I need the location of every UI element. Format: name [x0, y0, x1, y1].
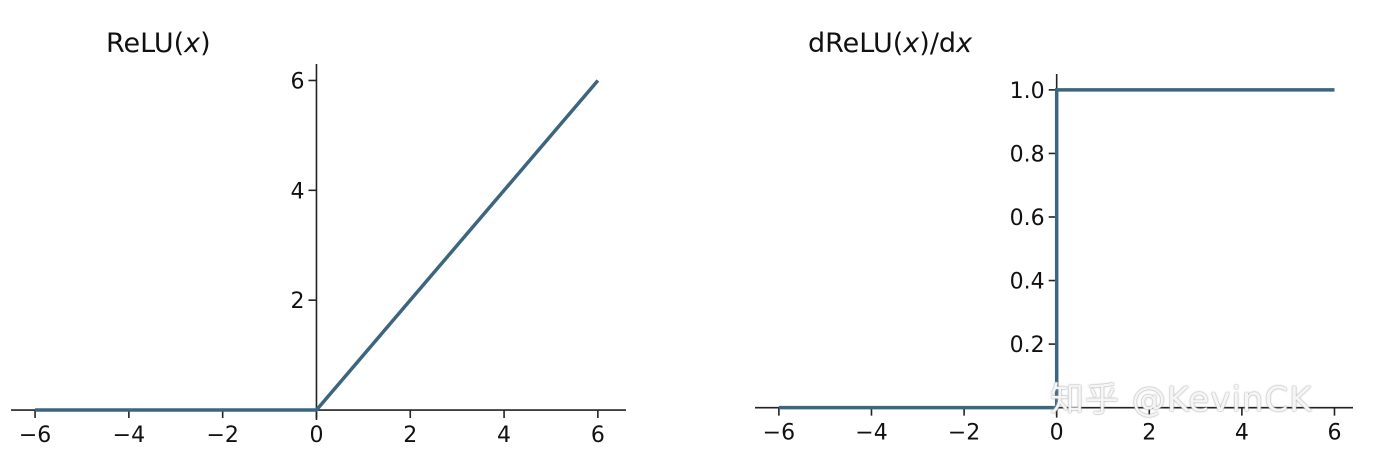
x-tick-label: 2	[1142, 421, 1156, 446]
y-tick-label: 6	[290, 69, 304, 94]
chart-title: dReLU(x)/dx	[808, 28, 973, 59]
x-tick-label: 2	[403, 423, 417, 448]
series-line	[778, 88, 1335, 410]
watermark: 知乎 @KevinCK	[1050, 380, 1313, 420]
series-line	[35, 79, 600, 412]
x-tick-label: 0	[1050, 421, 1064, 446]
chart-panel-1: ReLU(x) −6 −4 −2 0 2 4 6 2 4 6	[11, 28, 626, 448]
chart-panel-2: dReLU(x)/dx −6 −4 −2 0 2 4 6 0.2 0.4 0.6 0.8 1.0	[755, 28, 1353, 446]
y-tick-label: 2	[290, 289, 304, 314]
x-tick-label: −2	[206, 423, 238, 448]
y-tick-label: 1.0	[1010, 79, 1045, 104]
x-tick-label: −4	[855, 421, 887, 446]
x-tick-label: 4	[497, 423, 511, 448]
x-tick-label: 4	[1235, 421, 1249, 446]
y-tick-label: 4	[290, 179, 304, 204]
x-tick-label: −6	[763, 421, 795, 446]
x-tick-label: 6	[1327, 421, 1341, 446]
y-tick-label: 0.8	[1010, 142, 1045, 167]
x-tick-label: 0	[309, 423, 323, 448]
x-tick-label: −2	[948, 421, 980, 446]
x-tick-label: −4	[113, 423, 145, 448]
x-tick-label: 6	[591, 423, 605, 448]
y-tick-label: 0.4	[1010, 270, 1045, 295]
chart-title: ReLU(x)	[106, 28, 211, 59]
x-tick-label: −6	[19, 423, 51, 448]
y-tick-label: 0.6	[1010, 206, 1045, 231]
y-tick-label: 0.2	[1010, 333, 1045, 358]
